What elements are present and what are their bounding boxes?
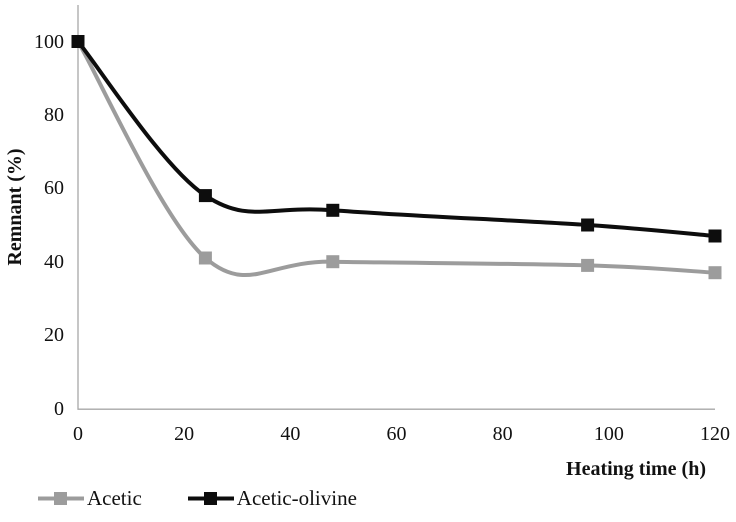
legend-label-acetic-olivine: Acetic-olivine [236,486,357,510]
acetic-olivine-marker-96 [581,218,595,232]
legend: Acetic Acetic-olivine [38,486,357,510]
acetic-marker-24 [198,251,212,265]
legend-item-acetic-olivine: Acetic-olivine [187,486,357,510]
acetic-marker-120 [708,266,722,280]
acetic-marker-48 [326,255,340,269]
y-tick-label-0: 0 [54,397,64,420]
x-tick-label-0: 0 [73,423,83,445]
y-tick-label-80: 80 [44,103,64,126]
acetic-olivine-line [76,39,717,238]
x-axis-tick-labels: 0 20 40 60 80 100 120 [0,424,736,448]
x-tick-label-40: 40 [280,423,301,445]
acetic-marker-96 [581,258,595,272]
y-tick-label-40: 40 [44,250,64,273]
acetic-olivine-marker-0 [71,35,85,48]
x-tick-label-80: 80 [492,423,513,445]
legend-label-acetic: Acetic [87,486,142,510]
acetic-olivine-legend-marker-icon [187,491,234,505]
x-tick-label-60: 60 [386,423,407,445]
y-axis-tick-labels: 0 20 40 60 80 100 [0,0,64,420]
y-tick-label-100: 100 [34,30,64,53]
x-axis-title: Heating time (h) [566,458,706,480]
x-tick-label-20: 20 [174,423,195,445]
acetic-legend-marker-icon [38,491,84,505]
axis-lines [77,5,715,410]
legend-item-acetic: Acetic [38,486,142,510]
acetic-olivine-marker-24 [198,189,212,203]
x-tick-label-120: 120 [700,423,730,445]
x-tick-label-100: 100 [593,423,624,445]
y-tick-label-60: 60 [44,177,64,200]
acetic-olivine-marker-48 [326,203,340,217]
acetic-olivine-marker-120 [708,229,722,243]
y-tick-label-20: 20 [44,324,64,347]
acetic-line [76,39,717,277]
